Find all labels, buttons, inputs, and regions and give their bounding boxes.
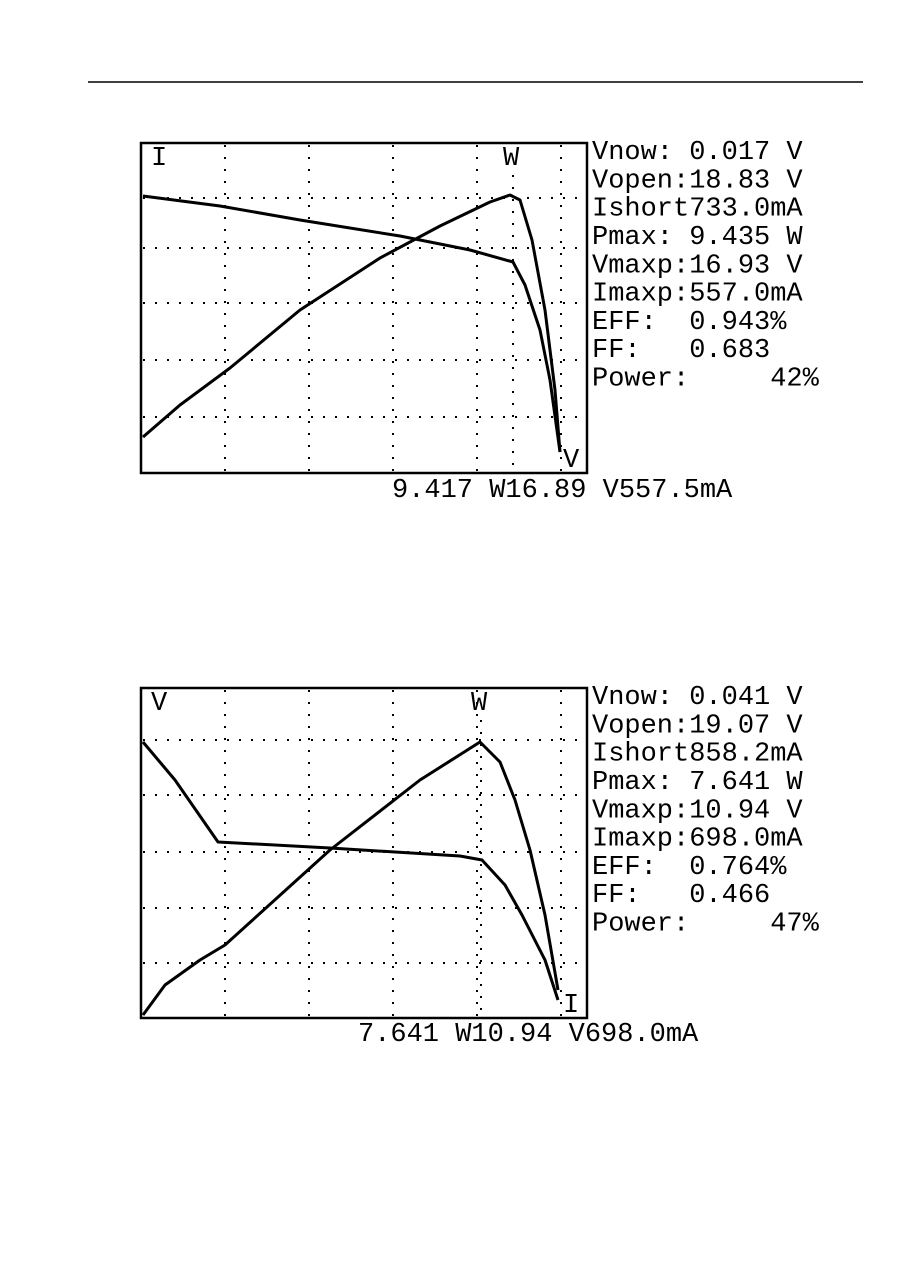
reading: FF: 0.683 — [592, 336, 770, 366]
voltage-curve — [141, 741, 560, 1001]
corner-label: V — [151, 689, 168, 719]
reading: Ishort733.0mA — [592, 195, 803, 225]
plot-frame — [139, 141, 589, 475]
current-curve — [142, 194, 562, 453]
reading: EFF: 0.764% — [592, 853, 787, 883]
reading: FF: 0.466 — [592, 881, 770, 911]
reading: Pmax: 9.435 W — [592, 223, 803, 253]
reading: Vmaxp:16.93 V — [592, 251, 803, 281]
reading: Vopen:18.83 V — [592, 166, 803, 196]
corner-label: I — [563, 991, 579, 1021]
reading: Vopen:19.07 V — [592, 711, 803, 741]
power-curve — [141, 740, 560, 1016]
reading: Imaxp:698.0mA — [592, 825, 803, 855]
reading: Power: 42% — [592, 365, 820, 395]
grid — [143, 690, 585, 1016]
reading: Pmax: 7.641 W — [592, 768, 803, 798]
reading: Vmaxp:10.94 V — [592, 796, 803, 826]
corner-label: W — [471, 689, 488, 719]
reading: Ishort858.2mA — [592, 740, 803, 770]
corner-label: V — [563, 446, 580, 476]
footer-reading: 7.641 W10.94 V698.0mA — [358, 1020, 699, 1050]
reading: EFF: 0.943% — [592, 308, 787, 338]
corner-label: I — [151, 144, 167, 174]
corner-label: W — [503, 144, 520, 174]
grid — [143, 145, 585, 471]
reading: Imaxp:557.0mA — [592, 280, 803, 310]
reading: Power: 47% — [592, 910, 820, 940]
power-curve — [142, 193, 562, 453]
footer-reading: 9.417 W16.89 V557.5mA — [392, 476, 733, 506]
plot-frame — [139, 686, 589, 1020]
reading: Vnow: 0.017 V — [592, 138, 803, 168]
reading: Vnow: 0.041 V — [592, 683, 803, 713]
